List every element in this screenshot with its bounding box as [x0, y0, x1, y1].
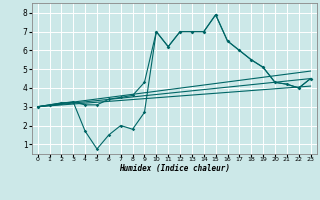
X-axis label: Humidex (Indice chaleur): Humidex (Indice chaleur): [119, 164, 230, 173]
